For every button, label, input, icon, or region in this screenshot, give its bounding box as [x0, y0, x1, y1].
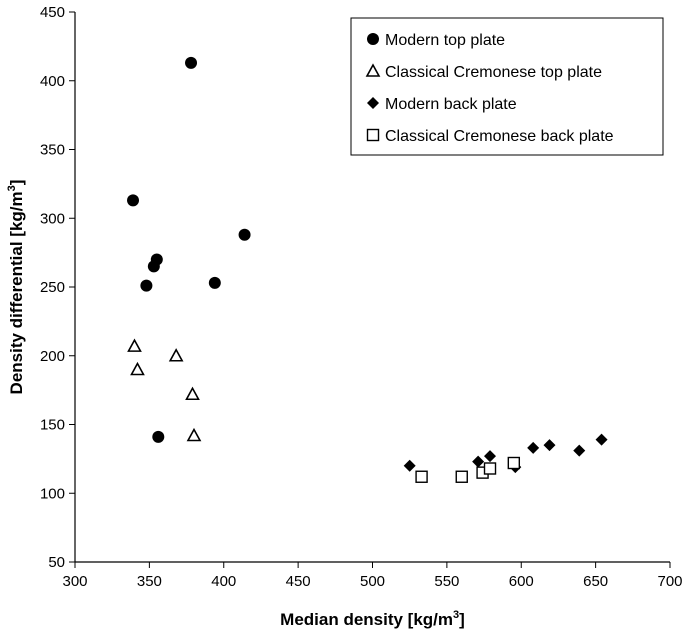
data-point	[472, 455, 485, 468]
data-point	[168, 348, 184, 362]
x-tick-label: 550	[434, 573, 459, 590]
data-point	[527, 441, 540, 454]
y-tick-label: 150	[40, 417, 65, 434]
legend-marker	[366, 128, 380, 142]
data-point	[238, 228, 251, 241]
legend-label: Modern top plate	[385, 32, 505, 49]
legend-item: Classical Cremonese back plate	[366, 128, 614, 145]
plot-area: 300 350 400 450 500 550 600 650 700 50 100 150 200 2…	[40, 4, 683, 590]
legend-label: Classical Cremonese top plate	[385, 64, 602, 81]
data-point	[127, 338, 142, 352]
legend: Modern top plate Classical Cremonese top …	[350, 17, 664, 156]
y-tick-label: 200	[40, 348, 65, 365]
data-point	[403, 459, 416, 472]
x-tick-label: 400	[211, 573, 236, 590]
y-tick-label: 100	[40, 485, 65, 502]
series-3	[403, 433, 608, 474]
y-tick-label: 400	[40, 73, 65, 90]
x-axis-title: Median density [kg/m3]	[280, 609, 465, 629]
y-axis-title: Density differential [kg/m3]	[6, 180, 26, 395]
data-point	[127, 194, 140, 207]
legend-item: Modern top plate	[367, 32, 505, 49]
data-point	[185, 56, 198, 69]
data-points	[127, 56, 608, 483]
data-point	[130, 361, 145, 376]
legend-items: Modern top plate Classical Cremonese top …	[365, 32, 614, 145]
data-point	[595, 433, 608, 446]
data-point	[483, 462, 497, 475]
x-tick-label: 600	[509, 573, 534, 590]
legend-label: Classical Cremonese back plate	[385, 128, 614, 145]
legend-marker	[367, 97, 379, 109]
series-1	[127, 56, 251, 443]
data-point	[415, 470, 428, 483]
x-tick-label: 700	[657, 573, 682, 590]
x-tick-label: 500	[360, 573, 385, 590]
data-point	[186, 427, 202, 442]
data-point	[185, 386, 200, 401]
series-2	[127, 338, 202, 442]
series-4	[415, 456, 521, 483]
legend-marker	[365, 63, 381, 77]
data-point	[573, 444, 586, 457]
x-axis-ticks: 300 350 400 450 500 550 600 650 700	[62, 562, 683, 590]
x-tick-label: 350	[137, 573, 162, 590]
legend-item: Modern back plate	[367, 96, 517, 113]
y-tick-label: 50	[48, 554, 65, 571]
x-tick-label: 650	[583, 573, 608, 590]
legend-box	[350, 17, 664, 156]
legend-marker	[367, 33, 379, 45]
data-point	[208, 276, 221, 289]
data-point	[455, 470, 468, 483]
x-tick-label: 300	[62, 573, 87, 590]
data-point	[152, 430, 165, 443]
data-point	[507, 456, 521, 470]
y-axis-ticks: 50 100 150 200 250 300 350 400 450	[40, 4, 75, 571]
data-point	[543, 439, 556, 452]
data-point	[484, 450, 497, 463]
y-tick-label: 450	[40, 4, 65, 21]
x-tick-label: 450	[286, 573, 311, 590]
data-point	[147, 260, 160, 273]
data-point	[140, 279, 153, 292]
y-tick-label: 300	[40, 210, 65, 227]
y-tick-label: 250	[40, 279, 65, 296]
legend-item: Classical Cremonese top plate	[365, 63, 602, 81]
y-tick-label: 350	[40, 142, 65, 159]
legend-label: Modern back plate	[385, 96, 517, 113]
